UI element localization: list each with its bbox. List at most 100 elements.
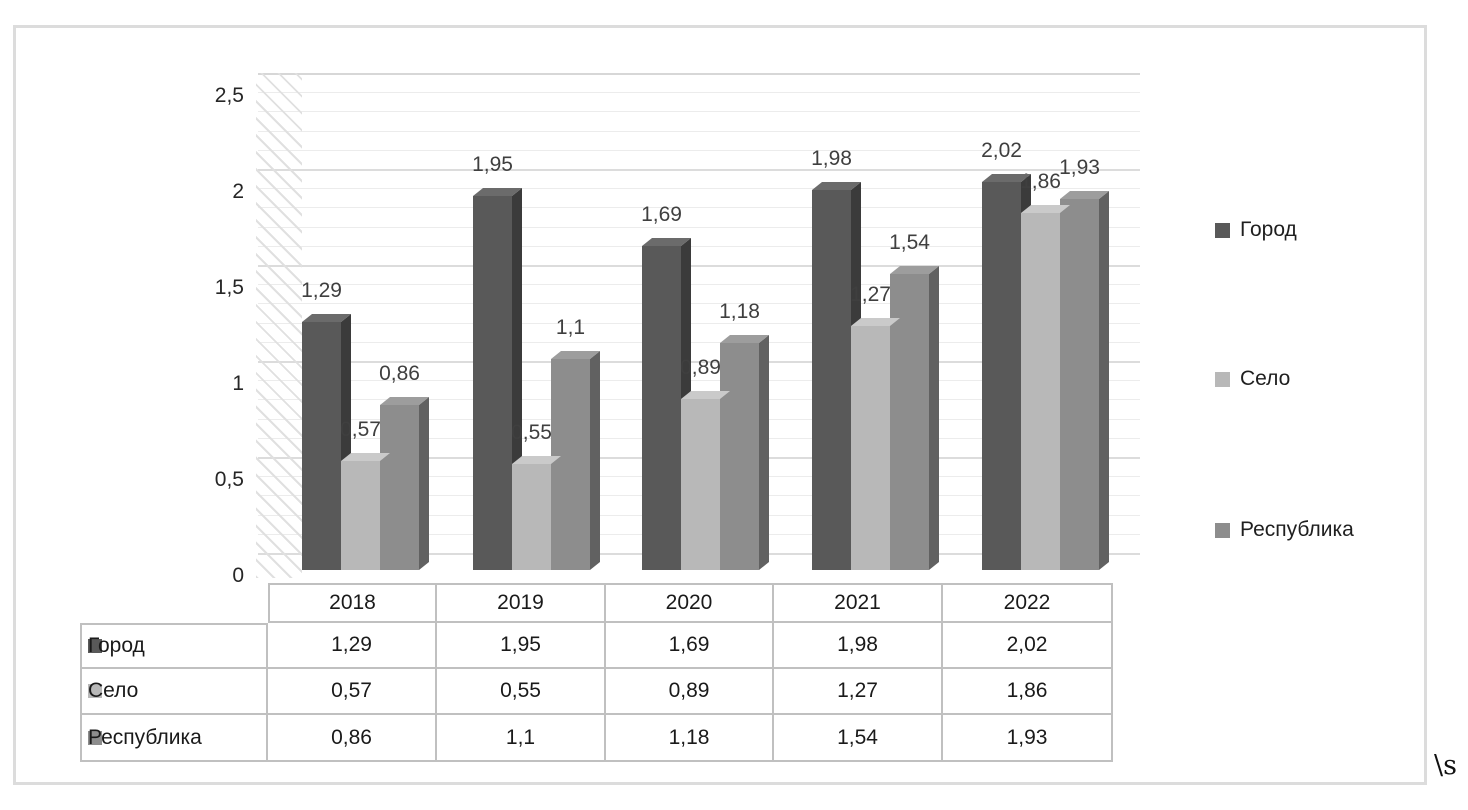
- legend-item: Село: [1215, 367, 1290, 391]
- data-label: 0,89: [680, 356, 721, 379]
- legend-label: Село: [1240, 367, 1291, 390]
- gridline: [258, 303, 1140, 305]
- bar-2-0: [642, 246, 681, 570]
- gridline: [258, 188, 1140, 190]
- y-tick-label: 1: [232, 372, 244, 395]
- gridline: [258, 380, 1140, 382]
- table-cell: 1,93: [943, 715, 1113, 762]
- y-tick-label: 0: [232, 564, 244, 587]
- bar-top: [512, 456, 561, 464]
- data-label: 1,86: [1020, 170, 1061, 193]
- table-cell: 0,86: [268, 715, 437, 762]
- bar-top: [551, 351, 600, 359]
- legend-swatch: [1215, 522, 1230, 538]
- legend-label: Республика: [1240, 518, 1354, 541]
- gridline: [258, 149, 1140, 151]
- bar-top: [812, 182, 861, 190]
- bar-top: [720, 335, 769, 343]
- table-cell: 1,29: [268, 623, 437, 669]
- table-cell: 0,55: [437, 669, 606, 715]
- bar-top: [341, 453, 390, 461]
- table-key-swatch: [88, 730, 102, 745]
- data-label: 2,02: [981, 139, 1022, 162]
- bar-1-0: [473, 196, 512, 570]
- wall-top-edge: [258, 73, 1140, 75]
- bar-side: [929, 266, 939, 570]
- table-cell: 1,86: [943, 669, 1113, 715]
- legend-item: Город: [1215, 218, 1297, 242]
- bar-side: [759, 335, 769, 570]
- gridline: [258, 341, 1140, 343]
- gridline: [258, 284, 1140, 286]
- table-cell: 1,98: [774, 623, 943, 669]
- bar-top: [982, 174, 1031, 182]
- table-series-name: Город: [88, 634, 145, 657]
- bar-side: [590, 351, 600, 570]
- table-header-cell: 2020: [606, 583, 774, 623]
- gridline: [258, 169, 1140, 171]
- bar-top: [302, 314, 351, 322]
- table-cell: 0,57: [268, 669, 437, 715]
- table-header-cell: 2018: [268, 583, 437, 623]
- bar-4-2: [1060, 199, 1099, 570]
- bar-0-0: [302, 322, 341, 570]
- data-label: 1,1: [555, 316, 586, 339]
- legend-item: Республика: [1215, 518, 1354, 542]
- bar-0-2: [380, 405, 419, 570]
- table-cell: 1,95: [437, 623, 606, 669]
- bar-2-2: [720, 343, 759, 570]
- y-tick-label: 2,5: [214, 84, 244, 107]
- table-cell: 2,02: [943, 623, 1113, 669]
- table-cell: 1,1: [437, 715, 606, 762]
- data-label: 1,18: [719, 300, 760, 323]
- bar-side: [341, 314, 351, 570]
- gridline: [258, 92, 1140, 94]
- side-wall-hatch: [256, 73, 302, 578]
- bar-1-2: [551, 359, 590, 570]
- bar-top: [890, 266, 939, 274]
- bar-top: [851, 318, 900, 326]
- data-label: 1,98: [811, 147, 852, 170]
- bar-top: [380, 397, 429, 405]
- data-label: 1,27: [850, 283, 891, 306]
- gridline: [258, 111, 1140, 113]
- data-label: 0,57: [340, 418, 381, 441]
- legend-swatch: [1215, 371, 1230, 387]
- table-cell: 0,89: [606, 669, 774, 715]
- data-label: 0,86: [379, 362, 420, 385]
- bar-top: [642, 238, 691, 246]
- table-key-swatch: [88, 684, 102, 698]
- table-row-header: Республика: [80, 715, 268, 762]
- data-label: 1,93: [1059, 156, 1100, 179]
- table-key-swatch: [88, 639, 102, 653]
- y-tick-label: 0,5: [214, 468, 244, 491]
- bar-2-1: [681, 399, 720, 570]
- chart-frame: 0 0,5 1 1,5 2 2,5 1,29 0,57 0,86 1,95 0,55 1,1 1,69 0…: [13, 25, 1427, 785]
- table-cell: 1,27: [774, 669, 943, 715]
- table-header-cell: 2021: [774, 583, 943, 623]
- table-series-name: Республика: [88, 725, 202, 749]
- table-cell: 1,69: [606, 623, 774, 669]
- gridline: [258, 322, 1140, 324]
- gridline: [258, 207, 1140, 209]
- table-header-cell: 2022: [943, 583, 1113, 623]
- bar-3-2: [890, 274, 929, 570]
- gridline: [258, 226, 1140, 228]
- gridline: [258, 130, 1140, 132]
- bar-3-1: [851, 326, 890, 570]
- y-tick-label: 2: [232, 180, 244, 203]
- legend-label: Город: [1240, 218, 1297, 241]
- bar-side: [419, 397, 429, 570]
- bar-top: [473, 188, 522, 196]
- bar-1-1: [512, 464, 551, 570]
- data-label: 1,95: [472, 153, 513, 176]
- table-cell: 1,18: [606, 715, 774, 762]
- bar-3-0: [812, 190, 851, 570]
- bar-side: [512, 188, 522, 570]
- bar-4-0: [982, 182, 1021, 570]
- y-tick-label: 1,5: [214, 276, 244, 299]
- gridline: [258, 361, 1140, 363]
- bar-0-1: [341, 461, 380, 570]
- data-label: 1,29: [301, 279, 342, 302]
- data-label: 1,69: [641, 203, 682, 226]
